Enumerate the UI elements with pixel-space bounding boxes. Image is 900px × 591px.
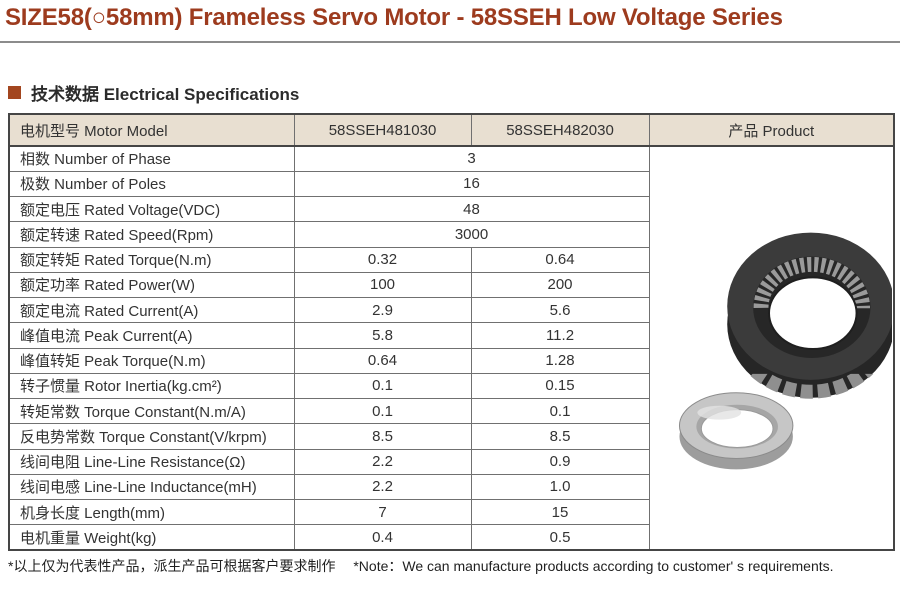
section-heading: 技术数据 Electrical Specifications: [8, 80, 299, 105]
spec-row: 峰值电流 Peak Current(A) 5.8 11.2: [8, 322, 894, 349]
spec-row: 线间电感 Line-Line Inductance(mH) 2.2 1.0: [8, 473, 894, 501]
spec-row: 额定电压 Rated Voltage(VDC) 48: [8, 195, 894, 223]
spec-row: 反电势常数 Torque Constant(V/krpm) 8.5 8.5: [8, 423, 894, 450]
spec-label: 转子惯量 Rotor Inertia(kg.cm²): [8, 372, 295, 400]
section-heading-text: 技术数据 Electrical Specifications: [31, 85, 300, 104]
spec-value: 200: [470, 271, 650, 299]
spec-row: 极数 Number of Poles 16: [8, 170, 894, 198]
title-divider: [0, 41, 900, 43]
spec-row: 机身长度 Length(mm) 7 15: [8, 498, 894, 526]
product-column-header: 产品 Product: [648, 113, 895, 147]
spec-value-merged: 3: [293, 145, 650, 172]
spec-row: 峰值转矩 Peak Torque(N.m) 0.64 1.28: [8, 347, 894, 374]
spec-value-merged: 3000: [293, 221, 650, 248]
spec-label: 转矩常数 Torque Constant(N.m/A): [8, 397, 295, 425]
spec-label: 线间电感 Line-Line Inductance(mH): [8, 473, 295, 501]
footnote-english: *Note：We can manufacture products accord…: [353, 558, 834, 574]
spec-label: 额定转矩 Rated Torque(N.m): [8, 246, 295, 273]
spec-row: 线间电阻 Line-Line Resistance(Ω) 2.2 0.9: [8, 448, 894, 475]
spec-label: 额定功率 Rated Power(W): [8, 271, 295, 299]
spec-value-merged: 16: [293, 170, 650, 198]
spec-label: 机身长度 Length(mm): [8, 498, 295, 526]
spec-value: 8.5: [293, 423, 472, 450]
spec-label: 额定电流 Rated Current(A): [8, 296, 295, 324]
section-bullet-icon: [8, 86, 21, 99]
electrical-specs-table: 电机型号 Motor Model 58SSEH481030 58SSEH4820…: [8, 113, 895, 551]
spec-value: 0.9: [470, 448, 650, 475]
spec-value-merged: 48: [293, 195, 650, 223]
spec-value: 2.2: [293, 473, 472, 501]
spec-label: 峰值电流 Peak Current(A): [8, 322, 295, 349]
rotor-ring-image: [678, 392, 794, 470]
spec-row: 额定转矩 Rated Torque(N.m) 0.32 0.64: [8, 246, 894, 273]
spec-label: 峰值转矩 Peak Torque(N.m): [8, 347, 295, 374]
spec-value: 5.8: [293, 322, 472, 349]
spec-value: 0.15: [470, 372, 650, 400]
motor-model-header: 电机型号 Motor Model: [8, 113, 295, 147]
spec-value: 1.0: [470, 473, 650, 501]
model-column-header-1: 58SSEH481030: [293, 113, 472, 147]
spec-label: 额定转速 Rated Speed(Rpm): [8, 221, 295, 248]
spec-value: 0.32: [293, 246, 472, 273]
spec-value: 0.64: [470, 246, 650, 273]
spec-label: 极数 Number of Poles: [8, 170, 295, 198]
spec-value: 100: [293, 271, 472, 299]
spec-value: 0.64: [293, 347, 472, 374]
footnote-chinese: *以上仅为代表性产品，派生产品可根据客户要求制作: [8, 558, 336, 574]
spec-value: 15: [470, 498, 650, 526]
spec-row: 转矩常数 Torque Constant(N.m/A) 0.1 0.1: [8, 397, 894, 425]
spec-value: 0.5: [470, 524, 650, 551]
spec-value: 11.2: [470, 322, 650, 349]
spec-label: 线间电阻 Line-Line Resistance(Ω): [8, 448, 295, 475]
spec-label: 反电势常数 Torque Constant(V/krpm): [8, 423, 295, 450]
product-photo: [678, 232, 893, 470]
spec-row: 电机重量 Weight(kg) 0.4 0.5: [8, 524, 894, 551]
spec-label: 额定电压 Rated Voltage(VDC): [8, 195, 295, 223]
spec-value: 2.9: [293, 296, 472, 324]
spec-label: 相数 Number of Phase: [8, 145, 295, 172]
spec-value: 0.1: [293, 397, 472, 425]
page-title: SIZE58(○58mm) Frameless Servo Motor - 58…: [5, 4, 783, 31]
spec-row: 额定转速 Rated Speed(Rpm) 3000: [8, 221, 894, 248]
spec-value: 1.28: [470, 347, 650, 374]
spec-value: 2.2: [293, 448, 472, 475]
spec-value: 8.5: [470, 423, 650, 450]
spec-label: 电机重量 Weight(kg): [8, 524, 295, 551]
spec-value: 0.1: [470, 397, 650, 425]
stator-ring-image: [726, 232, 893, 399]
model-column-header-2: 58SSEH482030: [470, 113, 650, 147]
product-image-cell: [648, 145, 895, 551]
spec-value: 0.1: [293, 372, 472, 400]
spec-value: 5.6: [470, 296, 650, 324]
footnote: *以上仅为代表性产品，派生产品可根据客户要求制作 *Note：We can ma…: [8, 556, 834, 576]
spec-value: 0.4: [293, 524, 472, 551]
spec-value: 7: [293, 498, 472, 526]
spec-row: 相数 Number of Phase 3: [8, 145, 895, 551]
specs-header-row: 电机型号 Motor Model 58SSEH481030 58SSEH4820…: [8, 113, 895, 147]
spec-row: 额定电流 Rated Current(A) 2.9 5.6: [8, 296, 894, 324]
